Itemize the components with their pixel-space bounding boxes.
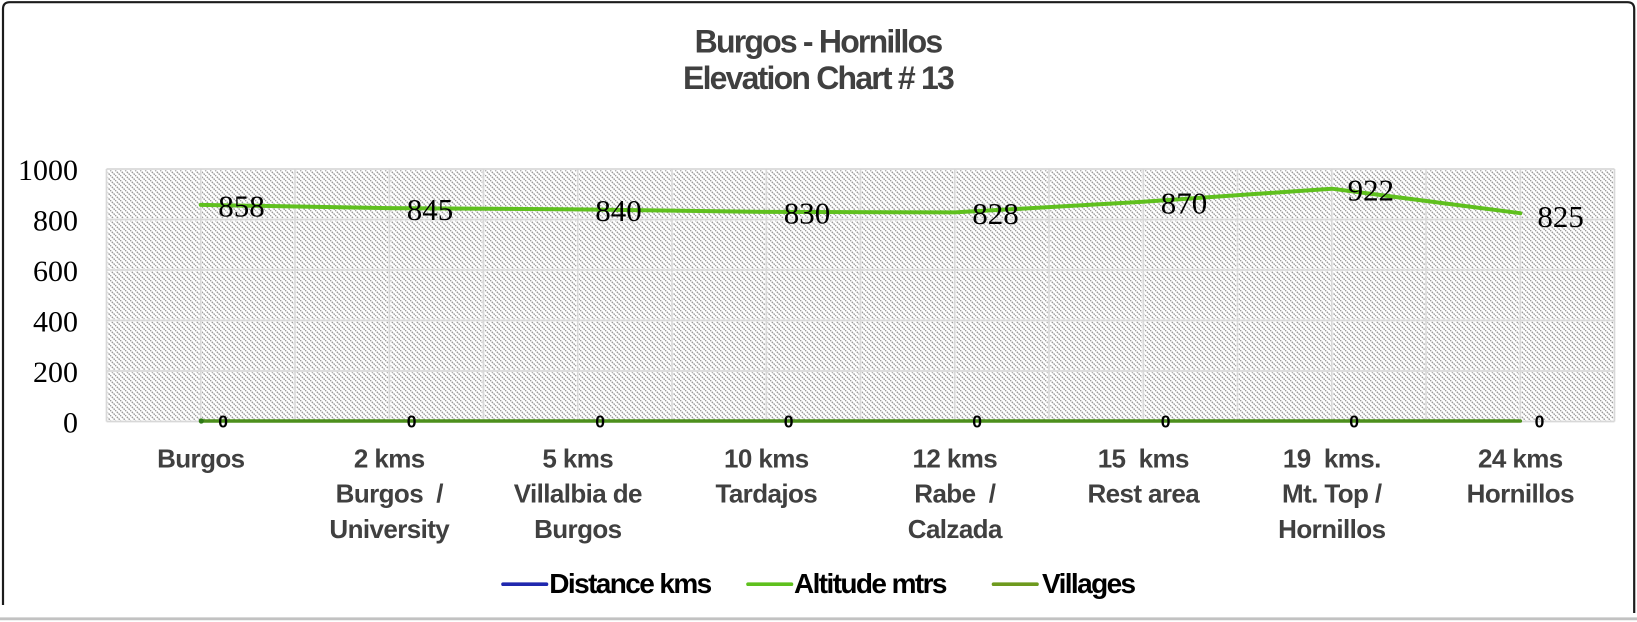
svg-text:Elevation Chart # 13: Elevation Chart # 13 [683,60,954,96]
svg-text:0: 0 [63,406,78,439]
svg-text:Burgos: Burgos [534,514,622,544]
svg-text:10 kms: 10 kms [724,443,809,473]
svg-text:0: 0 [1535,412,1545,432]
svg-text:2 kms: 2 kms [354,443,425,473]
svg-text:0: 0 [407,412,417,432]
svg-text:Hornillos: Hornillos [1278,514,1385,544]
svg-text:845: 845 [407,192,454,227]
svg-text:840: 840 [595,193,642,228]
svg-text:Villalbia de: Villalbia de [514,478,642,508]
svg-text:400: 400 [33,305,78,338]
svg-text:Rabe /: Rabe / [914,478,995,508]
svg-text:24 kms: 24 kms [1478,443,1563,473]
svg-text:830: 830 [784,196,831,231]
svg-text:Burgos - Hornillos: Burgos - Hornillos [695,24,943,60]
svg-text:5 kms: 5 kms [542,443,613,473]
svg-text:15 kms: 15 kms [1098,443,1189,473]
svg-text:Burgos: Burgos [157,443,245,473]
svg-text:0: 0 [1161,412,1171,432]
svg-text:Distance kms: Distance kms [549,568,711,599]
svg-text:870: 870 [1161,186,1208,221]
svg-text:922: 922 [1348,172,1395,207]
svg-text:Tardajos: Tardajos [715,478,817,508]
svg-text:1000: 1000 [18,154,78,187]
svg-text:0: 0 [972,412,982,432]
svg-text:12 kms: 12 kms [913,443,998,473]
svg-text:Burgos /: Burgos / [336,478,444,508]
svg-text:University: University [329,514,450,544]
svg-text:200: 200 [33,356,78,389]
svg-text:0: 0 [784,412,794,432]
svg-text:858: 858 [218,189,264,224]
svg-text:19 kms.: 19 kms. [1283,443,1381,473]
svg-text:828: 828 [972,196,1019,231]
svg-text:Rest area: Rest area [1087,478,1200,508]
svg-text:Calzada: Calzada [908,514,1003,544]
svg-text:825: 825 [1537,199,1584,234]
svg-text:0: 0 [218,412,228,432]
svg-text:Altitude mtrs: Altitude mtrs [794,568,947,599]
svg-text:Villages: Villages [1042,568,1136,599]
svg-text:0: 0 [595,412,605,432]
svg-text:Hornillos: Hornillos [1467,478,1574,508]
svg-text:600: 600 [33,255,78,288]
svg-text:800: 800 [33,204,78,237]
svg-text:0: 0 [1349,412,1359,432]
svg-text:Mt. Top /: Mt. Top / [1282,478,1382,508]
